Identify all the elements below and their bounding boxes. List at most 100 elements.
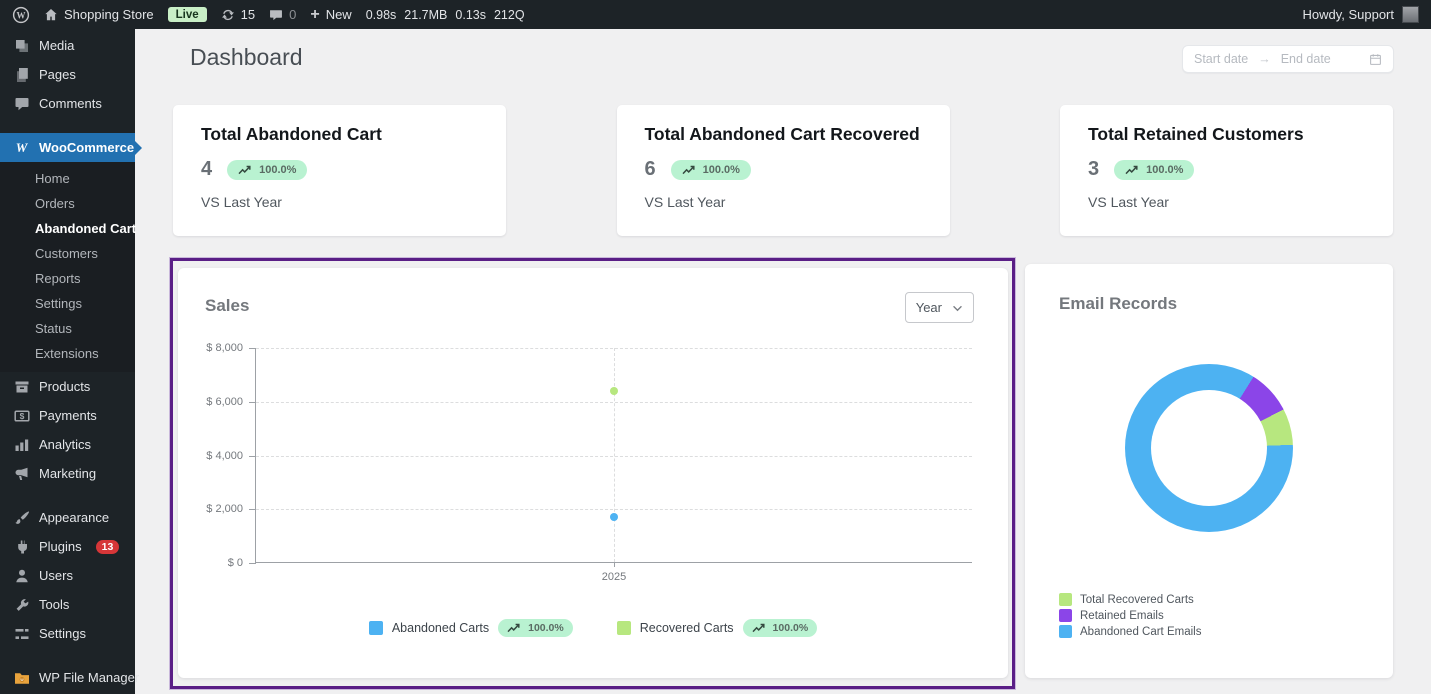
comments-link[interactable]: 0 [269, 7, 296, 22]
marketing-icon [13, 465, 30, 482]
sales-chart: $ 0 $ 2,000 $ 4,000 $ 6,000 $ 8,000 2025 [206, 342, 972, 583]
submenu-item-abandoned-cart[interactable]: Abandoned Cart [35, 221, 137, 236]
submenu-item-status[interactable]: Status [35, 321, 72, 336]
stat-card: Total Abandoned Cart Recovered 6 100.0% VS … [616, 105, 950, 236]
sidebar-item-tools[interactable]: Tools [0, 590, 135, 619]
submenu-item-reports[interactable]: Reports [35, 271, 81, 286]
donut-legend-item-total-recovered-carts: Total Recovered Carts [1059, 593, 1201, 606]
sidebar-item-label: Marketing [39, 466, 97, 481]
comments-icon [13, 95, 30, 112]
perf-stat: 212Q [493, 7, 525, 22]
sidebar-item-media[interactable]: Media [0, 31, 135, 60]
settings-icon [13, 625, 30, 642]
sidebar-item-analytics[interactable]: Analytics [0, 430, 135, 459]
new-content-link[interactable]: + New [310, 5, 351, 23]
home-icon [44, 8, 58, 22]
plugins-icon [13, 538, 30, 555]
tools-icon [13, 596, 30, 613]
sidebar-item-plugins[interactable]: Plugins 13 [0, 532, 135, 561]
trend-up-icon [507, 623, 522, 633]
sidebar-item-settings[interactable]: Settings [0, 619, 135, 648]
site-name: Shopping Store [64, 7, 154, 22]
stat-value-row: 3 100.0% [1088, 158, 1365, 181]
legend-label: Abandoned Cart Emails [1080, 625, 1202, 638]
updates-link[interactable]: 15 [221, 7, 255, 22]
avatar [1402, 6, 1419, 23]
sidebar-item-pages[interactable]: Pages [0, 60, 135, 89]
data-point-recovered-carts [610, 387, 618, 395]
trend-up-icon [752, 623, 767, 633]
arrow-right-icon: → [1258, 52, 1271, 66]
appearance-icon [13, 509, 30, 526]
legend-item-abandoned-carts: Abandoned Carts 100.0% [368, 619, 573, 637]
y-axis-tick-label: $ 2,000 [206, 503, 243, 516]
sidebar-item-appearance[interactable]: Appearance [0, 503, 135, 532]
donut-legend-item-retained-emails: Retained Emails [1059, 609, 1201, 622]
period-select[interactable]: Year [904, 292, 974, 323]
submenu-item-extensions[interactable]: Extensions [35, 346, 99, 361]
sidebar-item-products[interactable]: Products [0, 372, 135, 401]
sidebar-item-users[interactable]: Users [0, 561, 135, 590]
sales-title: Sales [205, 296, 250, 315]
data-point-abandoned-carts [610, 513, 618, 522]
x-axis-tick-label: 2025 [601, 571, 627, 583]
comments-count: 0 [289, 7, 297, 22]
wp-file-manager-icon: w [13, 669, 30, 686]
stat-compare-label: VS Last Year [1088, 194, 1169, 210]
sidebar-item-label: Tools [39, 597, 70, 612]
trend-value: 100.0% [259, 163, 297, 176]
sidebar-item-label: Users [39, 568, 73, 583]
submenu-item-customers[interactable]: Customers [35, 246, 98, 261]
x-axis-tick [614, 562, 615, 567]
trend-value: 100.0% [772, 622, 809, 634]
sidebar-item-marketing[interactable]: Marketing [0, 459, 135, 488]
plus-icon: + [310, 5, 320, 23]
legend-label: Total Recovered Carts [1080, 593, 1194, 606]
stat-value: 4 [201, 158, 213, 180]
donut-hole [1151, 390, 1267, 506]
trend-badge: 100.0% [498, 619, 573, 637]
pages-icon [13, 66, 30, 83]
start-date-placeholder: Start date [1194, 52, 1249, 66]
submenu-item-orders[interactable]: Orders [35, 196, 75, 211]
sales-chart-legend: Abandoned Carts 100.0% Recovered Carts 100.… [178, 619, 1008, 637]
page-title: Dashboard [190, 44, 303, 70]
site-name-link[interactable]: Shopping Store [44, 7, 154, 22]
sidebar-item-woocommerce[interactable]: W WooCommerce [0, 133, 142, 162]
sidebar-item-payments[interactable]: $ Payments [0, 401, 135, 430]
trend-badge: 100.0% [1114, 159, 1195, 180]
legend-swatch [1059, 593, 1072, 606]
sidebar-item-label: WooCommerce [39, 140, 135, 155]
legend-label: Abandoned Carts [391, 621, 490, 635]
date-range-picker[interactable]: Start date → End date [1182, 45, 1394, 73]
stat-card: Total Abandoned Cart 4 100.0% VS Last Year [173, 105, 506, 236]
live-badge: Live [167, 7, 207, 22]
stat-card-title: Total Retained Customers [1088, 124, 1304, 144]
wordpress-logo-icon[interactable]: W [12, 6, 30, 24]
end-date-placeholder: End date [1280, 52, 1331, 66]
stat-compare-label: VS Last Year [644, 194, 726, 210]
sidebar-item-label: Comments [39, 96, 102, 111]
payments-icon: $ [13, 407, 30, 424]
email-donut-legend: Total Recovered Carts Retained Emails Aban… [1059, 593, 1201, 638]
sidebar-item-wp-file-manager[interactable]: w WP File Manager [0, 663, 139, 692]
sidebar-item-label: Appearance [39, 510, 110, 525]
y-axis-tick [249, 509, 256, 511]
sidebar-item-comments[interactable]: Comments [0, 89, 135, 118]
trend-up-icon [682, 165, 697, 175]
sidebar-item-label: Pages [39, 67, 76, 82]
perf-stat: 0.98s [365, 7, 397, 22]
stat-card-title: Total Abandoned Cart [201, 124, 382, 144]
submenu-item-settings[interactable]: Settings [35, 296, 82, 311]
sales-panel: Sales Year $ 0 $ 2,000 $ 4,000 $ 6,000 $ 8,0… [178, 268, 1008, 678]
stat-value-row: 4 100.0% [201, 158, 478, 181]
chevron-down-icon [952, 300, 963, 315]
submenu-item-home[interactable]: Home [35, 171, 70, 186]
email-records-panel: Email Records Total Recovered Carts Retai… [1025, 264, 1393, 678]
calendar-icon [1369, 53, 1382, 66]
legend-item-recovered-carts: Recovered Carts 100.0% [616, 619, 818, 637]
account-menu[interactable]: Howdy, Support [1302, 6, 1419, 23]
stat-card-title: Total Abandoned Cart Recovered [644, 124, 920, 144]
period-select-value: Year [915, 300, 942, 315]
legend-swatch [616, 621, 631, 635]
